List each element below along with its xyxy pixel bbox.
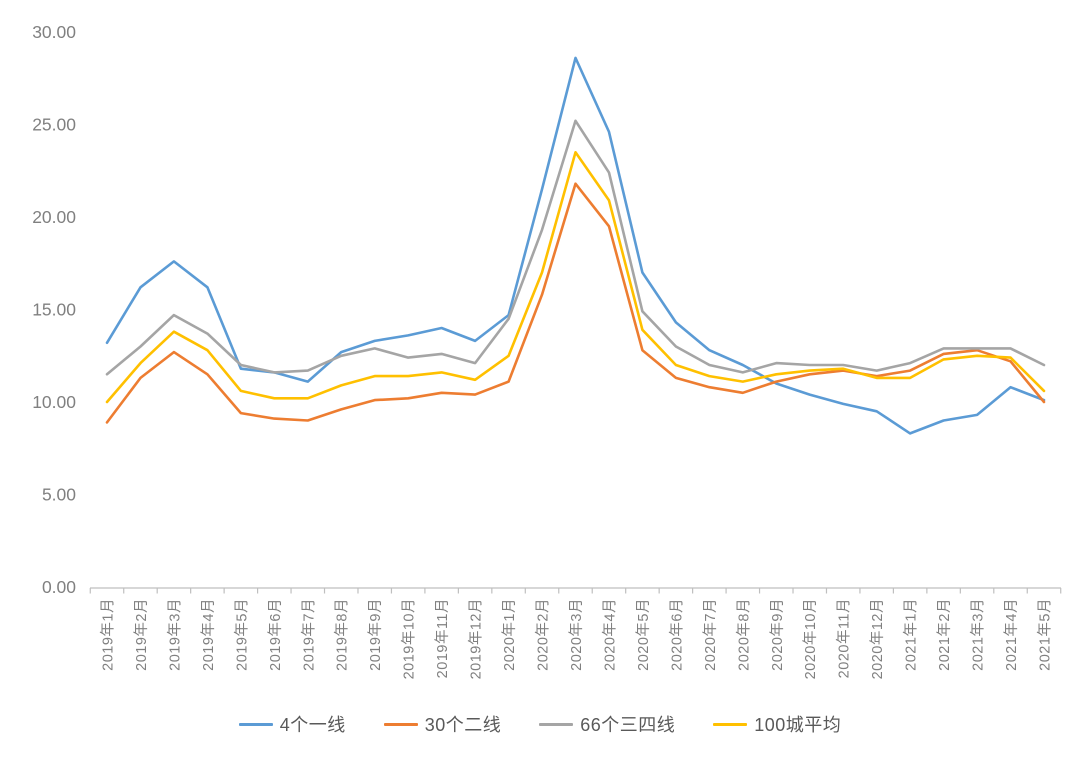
- x-axis-tick-label: 2021年5月: [1036, 598, 1053, 671]
- x-axis-tick-label: 2020年7月: [702, 598, 719, 671]
- legend-swatch-100city: [713, 722, 748, 726]
- legend-item-tier1: 4个一线: [238, 711, 346, 737]
- x-axis-tick-label: 2020年5月: [635, 598, 652, 671]
- x-axis-tick-label: 2020年2月: [535, 598, 552, 671]
- legend-swatch-tier2: [383, 722, 418, 726]
- x-axis-tick-label: 2020年4月: [601, 598, 618, 671]
- x-axis-tick-label: 2019年11月: [434, 598, 451, 678]
- y-axis-tick-label: 25.00: [32, 115, 76, 135]
- x-axis-tick-label: 2020年8月: [735, 598, 752, 671]
- series-line-3: [105, 151, 1046, 404]
- x-axis-tick-label: 2019年5月: [233, 598, 250, 671]
- line-chart: 0.00 5.00 10.00 15.00 20.00 25.00 30.00 2019年1月…: [32, 22, 1062, 679]
- y-axis-tick-label: 30.00: [32, 22, 76, 42]
- series-line-2: [105, 119, 1046, 376]
- series-line-1: [105, 182, 1046, 424]
- x-axis-tick-label: 2019年10月: [401, 598, 418, 679]
- x-axis-tick-label: 2020年12月: [869, 598, 886, 679]
- x-axis-tick-label: 2019年8月: [334, 598, 351, 671]
- legend-item-100city: 100城平均: [713, 711, 841, 737]
- x-axis-tick-label: 2019年3月: [166, 598, 183, 671]
- x-axis-tick-label: 2019年2月: [133, 598, 150, 671]
- x-axis-tick-label: 2020年11月: [836, 598, 853, 678]
- x-axis-tick-label: 2019年4月: [200, 598, 217, 671]
- x-axis-tick-label: 2020年10月: [802, 598, 819, 679]
- legend-swatch-tier34: [539, 722, 574, 726]
- legend: 4个一线 30个二线 66个三四线 100城平均: [0, 704, 1080, 744]
- legend-label-tier2: 30个二线: [424, 715, 502, 735]
- legend-label-tier1: 4个一线: [279, 715, 346, 735]
- x-axis-tick-label: 2020年9月: [769, 598, 786, 671]
- legend-label-tier34: 66个三四线: [580, 715, 676, 735]
- y-axis-tick-label: 10.00: [32, 392, 76, 412]
- legend-item-tier34: 66个三四线: [539, 711, 675, 737]
- legend-item-tier2: 30个二线: [383, 711, 502, 737]
- legend-swatch-tier1: [238, 722, 273, 726]
- x-axis-tick-label: 2019年9月: [367, 598, 384, 671]
- legend-label-100city: 100城平均: [754, 715, 842, 735]
- x-axis-tick-label: 2019年6月: [267, 598, 284, 671]
- x-axis-tick-label: 2020年1月: [501, 598, 518, 671]
- x-axis-tick-label: 2021年1月: [903, 598, 920, 671]
- y-axis-tick-label: 0.00: [42, 577, 76, 597]
- y-axis-tick-label: 5.00: [42, 485, 76, 505]
- x-axis-tick-label: 2021年2月: [936, 598, 953, 671]
- x-axis-tick-label: 2021年4月: [1003, 598, 1020, 671]
- x-axis-tick-label: 2019年12月: [468, 598, 485, 679]
- x-axis-tick-label: 2021年3月: [970, 598, 987, 671]
- x-axis-tick-label: 2020年6月: [668, 598, 685, 671]
- x-axis-tick-label: 2019年1月: [100, 598, 117, 671]
- x-axis-tick-label: 2019年7月: [300, 598, 317, 671]
- y-axis-tick-label: 15.00: [32, 300, 76, 320]
- y-axis-tick-label: 20.00: [32, 207, 76, 227]
- x-axis-tick-label: 2020年3月: [568, 598, 585, 671]
